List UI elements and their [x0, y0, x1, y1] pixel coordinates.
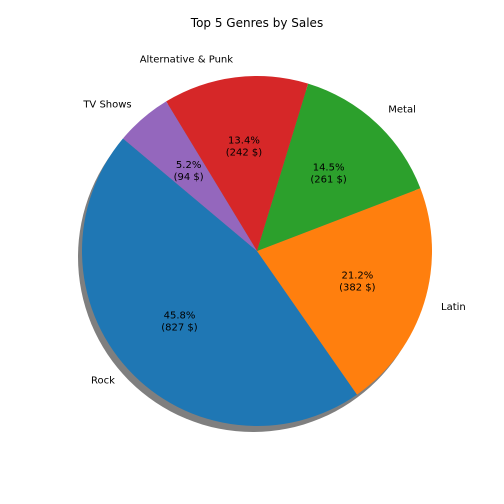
- slice-value-label: (94 $): [174, 172, 204, 183]
- slice-value-label: (261 $): [310, 175, 347, 186]
- slice-label: Alternative & Punk: [140, 54, 234, 65]
- slice-label: Latin: [441, 302, 466, 313]
- pie-slices: [81, 75, 433, 427]
- pie-slice-tv-shows: [122, 101, 257, 252]
- chart-title: Top 5 Genres by Sales: [190, 16, 323, 30]
- slice-percent-label: 21.2%: [341, 270, 373, 281]
- pie-slice-rock: [81, 138, 358, 427]
- slice-percent-label: 45.8%: [164, 310, 196, 321]
- slice-value-label: (827 $): [161, 322, 198, 333]
- slice-percent-label: 5.2%: [176, 160, 201, 171]
- pie-labels: Rock 45.8%(827 $) Latin 21.2%(382 $) Metal 14…: [82, 54, 465, 386]
- slice-label: Rock: [91, 375, 115, 386]
- slice-label: TV Shows: [82, 99, 131, 110]
- pie-slice-latin: [257, 188, 433, 395]
- slice-value-label: (382 $): [339, 282, 376, 293]
- slice-percent-label: 13.4%: [228, 135, 260, 146]
- slice-label: Metal: [388, 105, 416, 116]
- pie-slice-metal: [257, 83, 421, 251]
- slice-value-label: (242 $): [226, 147, 263, 158]
- slice-percent-label: 14.5%: [313, 163, 345, 174]
- pie-slice-alternative-punk: [166, 75, 309, 251]
